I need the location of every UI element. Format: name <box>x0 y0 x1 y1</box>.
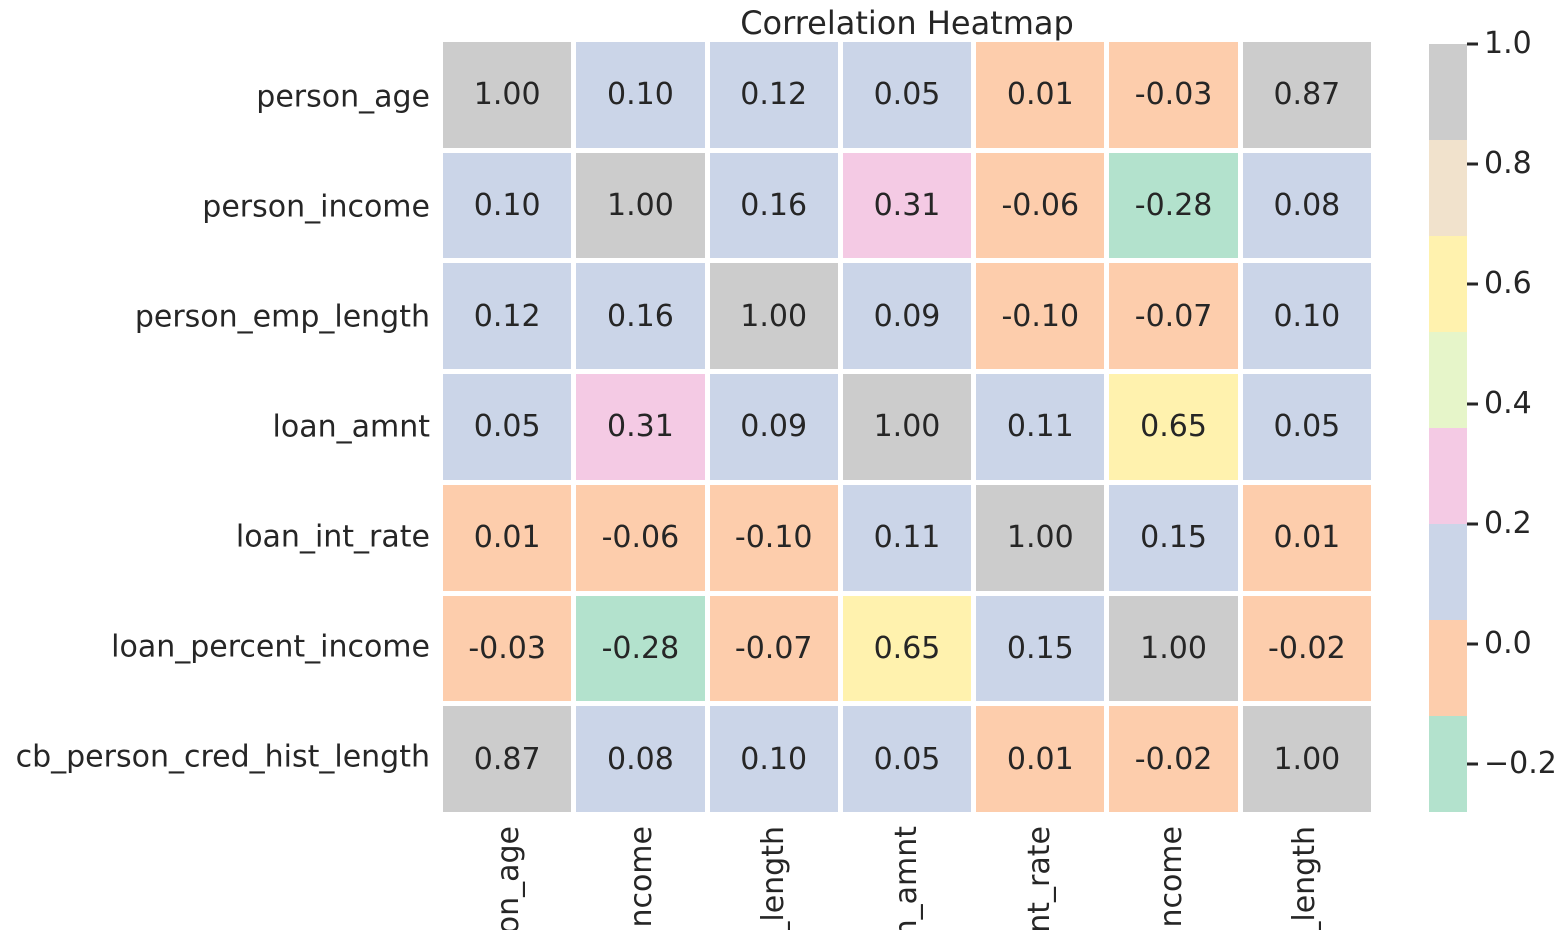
heatmap-cell: -0.28 <box>576 595 705 702</box>
colorbar-tick-mark <box>1467 42 1478 46</box>
colorbar-tick-label: 0.6 <box>1484 266 1532 301</box>
y-axis-label: cb_person_cred_hist_length <box>15 739 430 775</box>
heatmap-cell: -0.02 <box>1242 595 1371 702</box>
heatmap-cell: 0.65 <box>842 595 972 702</box>
heatmap-cell: 0.05 <box>1242 374 1371 480</box>
heatmap-cell: -0.07 <box>1109 263 1238 370</box>
heatmap-cell: 1.00 <box>709 263 838 370</box>
colorbar-tick-mark <box>1467 642 1478 646</box>
heatmap-cell: 0.15 <box>976 595 1105 702</box>
heatmap-cell: 1.00 <box>1109 595 1238 702</box>
heatmap-cell: 0.05 <box>443 374 572 480</box>
heatmap-cell: 0.10 <box>1242 263 1371 370</box>
heatmap-cell: 0.08 <box>576 706 705 812</box>
heatmap-cell: 0.11 <box>976 374 1105 480</box>
heatmap-cell: 0.05 <box>842 42 972 148</box>
heatmap-cell: -0.10 <box>709 484 838 591</box>
heatmap-cell: 1.00 <box>976 484 1105 591</box>
y-axis-label: loan_int_rate <box>235 519 430 555</box>
colorbar-band <box>1429 44 1467 140</box>
heatmap-cell: 1.00 <box>1242 706 1371 812</box>
heatmap-cell: 0.31 <box>576 374 705 480</box>
heatmap-cell: 0.12 <box>709 42 838 148</box>
colorbar-tick-mark <box>1467 522 1478 526</box>
heatmap-cell: -0.07 <box>709 595 838 702</box>
heatmap-cell: 0.87 <box>443 706 572 812</box>
heatmap-cell: 0.09 <box>709 374 838 480</box>
colorbar-band <box>1429 524 1467 620</box>
chart-title: Correlation Heatmap <box>740 4 1074 42</box>
heatmap-cell: 0.01 <box>443 484 572 591</box>
colorbar-tick-mark <box>1467 282 1478 286</box>
colorbar-band <box>1429 428 1467 524</box>
colorbar-tick-label: 1.0 <box>1484 26 1532 61</box>
y-axis-label: person_emp_length <box>134 299 430 335</box>
heatmap-cell: 0.31 <box>842 152 972 259</box>
heatmap-cell: 0.10 <box>709 706 838 812</box>
x-axis-label: person_income <box>624 826 660 930</box>
heatmap-cell: 0.01 <box>976 706 1105 812</box>
x-axis-label: person_emp_length <box>756 826 792 930</box>
heatmap-cell: 0.10 <box>576 42 705 148</box>
colorbar <box>1429 44 1467 812</box>
x-axis-label: loan_amnt <box>889 826 924 930</box>
colorbar-tick-mark <box>1467 162 1478 166</box>
colorbar-band <box>1429 620 1467 716</box>
x-axis-label: person_age <box>491 826 527 930</box>
heatmap-cell: 0.05 <box>842 706 972 812</box>
heatmap-cell: 0.10 <box>443 152 572 259</box>
colorbar-tick-mark <box>1467 402 1478 406</box>
colorbar-tick-mark <box>1467 762 1478 766</box>
y-axis-label: person_age <box>256 79 430 115</box>
heatmap-cell: 0.15 <box>1109 484 1238 591</box>
colorbar-tick-label: 0.2 <box>1484 506 1532 541</box>
heatmap-cell: -0.10 <box>976 263 1105 370</box>
heatmap-cell: 1.00 <box>443 42 572 148</box>
y-axis-label: person_income <box>202 189 430 225</box>
heatmap-cell: 0.09 <box>842 263 972 370</box>
heatmap-cell: 0.87 <box>1242 42 1371 148</box>
colorbar-tick-label: 0.4 <box>1484 386 1532 421</box>
heatmap-cell: -0.06 <box>976 152 1105 259</box>
heatmap-cell: 0.12 <box>443 263 572 370</box>
colorbar-band <box>1429 332 1467 428</box>
heatmap-cell: 0.16 <box>709 152 838 259</box>
colorbar-tick-label: −0.2 <box>1484 746 1557 781</box>
colorbar-band <box>1429 716 1467 812</box>
heatmap-cell: 0.01 <box>976 42 1105 148</box>
x-axis-label: loan_int_rate <box>1021 826 1057 930</box>
x-axis-label: cb_person_cred_hist_length <box>1287 826 1323 930</box>
heatmap-cell: 1.00 <box>842 374 972 480</box>
x-axis-label: loan_percent_income <box>1154 826 1190 930</box>
colorbar-tick-label: 0.8 <box>1484 146 1532 181</box>
heatmap-cell: 0.16 <box>576 263 705 370</box>
heatmap-cell: -0.02 <box>1109 706 1238 812</box>
y-axis-label: loan_amnt <box>272 409 430 445</box>
heatmap-cell: 0.65 <box>1109 374 1238 480</box>
colorbar-band <box>1429 236 1467 332</box>
heatmap-cell: -0.06 <box>576 484 705 591</box>
heatmap-cell: 0.01 <box>1242 484 1371 591</box>
y-axis-label: loan_percent_income <box>111 629 430 665</box>
heatmap-cell: -0.03 <box>1109 42 1238 148</box>
heatmap-cell: 0.11 <box>842 484 972 591</box>
heatmap-grid: 1.00 0.10 0.12 0.05 0.01 -0.03 0.87 0.10 1.00 0.1… <box>443 42 1371 812</box>
colorbar-tick-label: 0.0 <box>1484 626 1532 661</box>
heatmap-cell: -0.28 <box>1109 152 1238 259</box>
colorbar-band <box>1429 140 1467 236</box>
heatmap-cell: 0.08 <box>1242 152 1371 259</box>
heatmap-cell: 1.00 <box>576 152 705 259</box>
heatmap-cell: -0.03 <box>443 595 572 702</box>
